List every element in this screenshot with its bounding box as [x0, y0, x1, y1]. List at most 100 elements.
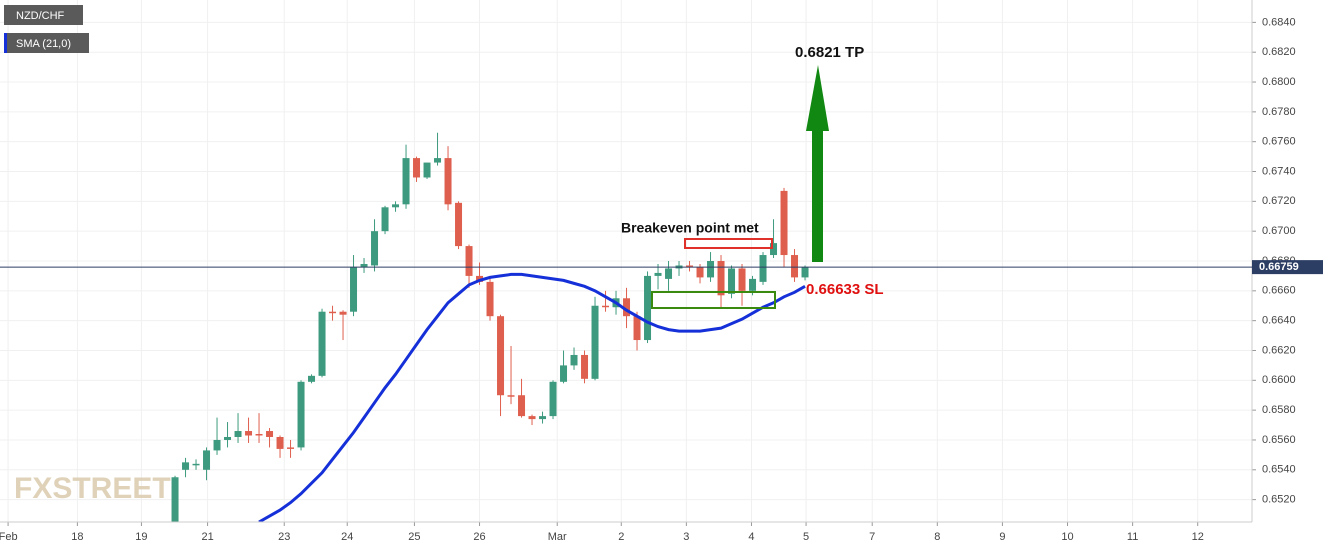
last-price-label: 0.66759 [1259, 261, 1299, 273]
candle-body [276, 436, 284, 449]
watermark: FXSTREET [14, 472, 171, 505]
candle-body [192, 463, 200, 466]
candle-body [171, 477, 179, 522]
candle-body [507, 395, 515, 397]
x-tick-label: 24 [341, 531, 353, 543]
y-tick-label: 0.6640 [1262, 315, 1296, 327]
candle-body [255, 434, 263, 436]
x-tick-label: Feb [0, 531, 18, 543]
candle-body [360, 263, 368, 267]
last-price-box [1252, 260, 1323, 275]
candle-body [287, 447, 295, 449]
candle-body [339, 311, 347, 315]
x-tick-label: 18 [71, 531, 83, 543]
candle-body [560, 365, 568, 382]
y-tick-label: 0.6540 [1262, 464, 1296, 476]
candle-body [791, 255, 799, 278]
candle-body [717, 261, 725, 296]
legend-swatch [4, 33, 7, 53]
legend-label: SMA (21,0) [16, 38, 71, 50]
candle-body [549, 381, 557, 417]
candle-body [644, 275, 652, 341]
candle-body [539, 416, 547, 420]
y-tick-label: 0.6720 [1262, 195, 1296, 207]
y-tick-label: 0.6620 [1262, 344, 1296, 356]
candle-body [633, 316, 641, 341]
candle-body [623, 298, 631, 317]
x-tick-label: 2 [618, 531, 624, 543]
breakeven-box [684, 238, 773, 249]
x-tick-label: 10 [1061, 531, 1073, 543]
y-tick-label: 0.6740 [1262, 165, 1296, 177]
y-tick-label: 0.6840 [1262, 16, 1296, 28]
y-tick-label: 0.6660 [1262, 285, 1296, 297]
candle-body [486, 281, 494, 317]
candle-body [213, 439, 221, 451]
candle-body [297, 381, 305, 448]
y-tick-label: 0.6800 [1262, 76, 1296, 88]
candle-body [308, 375, 316, 382]
candle-body [738, 268, 746, 291]
x-tick-label: 25 [408, 531, 420, 543]
candle-body [728, 268, 736, 294]
legend-box [4, 5, 83, 25]
candle-body [203, 450, 211, 470]
y-tick-label: 0.6600 [1262, 374, 1296, 386]
x-tick-label: 12 [1192, 531, 1204, 543]
candle-body [581, 354, 589, 379]
candle-body [665, 268, 673, 279]
y-tick-label: 0.6780 [1262, 106, 1296, 118]
candle-body [455, 202, 463, 247]
x-tick-label: 8 [934, 531, 940, 543]
candle-body [434, 158, 442, 163]
candle-body [329, 311, 337, 314]
candle-body [318, 311, 326, 376]
tp-label: 0.6821 TP [795, 44, 864, 61]
x-tick-label: 26 [473, 531, 485, 543]
legend-label: NZD/CHF [16, 10, 65, 22]
candle-body [801, 266, 809, 278]
legend-box [4, 33, 89, 53]
candle-body [497, 316, 505, 396]
x-tick-label: 9 [999, 531, 1005, 543]
sma-line [258, 272, 806, 522]
candle-body [381, 207, 389, 232]
candle-body [234, 431, 242, 437]
candle-body [696, 266, 704, 278]
x-tick-label: 21 [201, 531, 213, 543]
candle-body [591, 305, 599, 379]
plot [171, 132, 809, 522]
candle-body [570, 354, 578, 366]
y-tick-label: 0.6520 [1262, 494, 1296, 506]
candle-body [402, 158, 410, 205]
breakeven-label: Breakeven point met [621, 220, 759, 236]
candle-body [654, 272, 662, 276]
candle-body [602, 305, 610, 308]
x-tick-label: 23 [278, 531, 290, 543]
y-tick-label: 0.6700 [1262, 225, 1296, 237]
x-tick-label: Mar [548, 531, 567, 543]
candle-body [413, 158, 421, 178]
x-tick-label: 5 [803, 531, 809, 543]
x-tick-label: 11 [1127, 531, 1138, 543]
candle-body [707, 261, 715, 278]
entry-box [651, 291, 776, 309]
x-tick-label: 7 [869, 531, 875, 543]
candle-body [759, 255, 767, 282]
candle-body [182, 462, 190, 470]
candle-body [528, 416, 536, 420]
sl-label: 0.66633 SL [806, 281, 884, 298]
x-tick-label: 19 [135, 531, 147, 543]
candle-body [770, 243, 778, 256]
candle-body [224, 436, 232, 440]
candle-body [392, 204, 400, 208]
candle-body [245, 431, 253, 436]
candle-body [780, 190, 788, 256]
candle-body [465, 246, 473, 276]
y-tick-label: 0.6580 [1262, 404, 1296, 416]
x-tick-label: 3 [683, 531, 689, 543]
candle-body [350, 266, 358, 312]
y-tick-label: 0.6560 [1262, 434, 1296, 446]
candle-body [444, 158, 452, 205]
candle-body [371, 231, 379, 266]
